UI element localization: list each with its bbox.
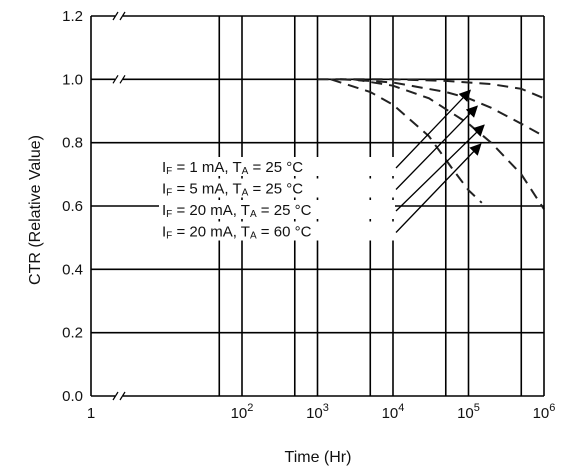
y-tick-label: 0.8 bbox=[62, 135, 83, 152]
axis-break-mark bbox=[112, 75, 119, 84]
axis-break-mark bbox=[119, 391, 126, 401]
series-line bbox=[353, 78, 545, 210]
legend-bg bbox=[159, 221, 395, 241]
y-tick-label: 0.2 bbox=[62, 325, 83, 342]
axis-break-mark bbox=[112, 11, 119, 21]
axis-break-mark bbox=[112, 391, 119, 401]
x-tick-label: 103 bbox=[306, 402, 329, 422]
legend-label: IF = 1 mA, TA = 25 °C bbox=[162, 159, 303, 177]
x-axis-label: Time (Hr) bbox=[285, 449, 352, 466]
series-line bbox=[317, 78, 545, 100]
axis-break-gap bbox=[115, 12, 123, 20]
legend-label: IF = 5 mA, TA = 25 °C bbox=[162, 181, 303, 199]
y-axis-label: CTR (Relative Value) bbox=[27, 135, 44, 285]
axis-break-gap bbox=[115, 75, 123, 84]
y-tick-label: 0.6 bbox=[62, 198, 83, 215]
legend-bg bbox=[159, 178, 395, 198]
series-lines bbox=[317, 78, 545, 210]
y-tick-label: 0.0 bbox=[62, 388, 83, 405]
y-tick-label: 0.4 bbox=[62, 261, 83, 278]
legend-bg bbox=[159, 200, 395, 219]
axes: 0.0 0.2 0.4 0.6 0.8 1.0 1.2 1 102 103 104 105 106 bbox=[62, 8, 555, 422]
legend-leader-arrow bbox=[395, 124, 485, 212]
x-tick-label: 102 bbox=[231, 402, 254, 422]
legend-leader-arrow bbox=[395, 143, 482, 233]
x-tick-label: 104 bbox=[382, 402, 405, 422]
legend-bg bbox=[159, 157, 395, 176]
legend-label: IF = 20 mA, TA = 25 °C bbox=[162, 202, 312, 220]
series-line bbox=[330, 78, 483, 204]
x-tick-label: 106 bbox=[533, 402, 556, 422]
series-line bbox=[340, 78, 545, 138]
y-tick-label: 1.2 bbox=[62, 8, 83, 25]
x-tick-label: 105 bbox=[457, 402, 480, 422]
legend-label: IF = 20 mA, TA = 60 °C bbox=[162, 224, 312, 242]
y-tick-label: 1.0 bbox=[62, 71, 83, 88]
legend-leader-arrow bbox=[395, 105, 479, 190]
legend: IF = 1 mA, TA = 25 °C IF = 5 mA, TA = 25 … bbox=[159, 89, 485, 242]
axis-break-mark bbox=[119, 75, 126, 84]
x-tick-label: 1 bbox=[87, 405, 95, 422]
axis-break-gap bbox=[115, 392, 123, 400]
axis-break-mark bbox=[119, 11, 126, 21]
legend-leader-arrow bbox=[395, 89, 471, 169]
